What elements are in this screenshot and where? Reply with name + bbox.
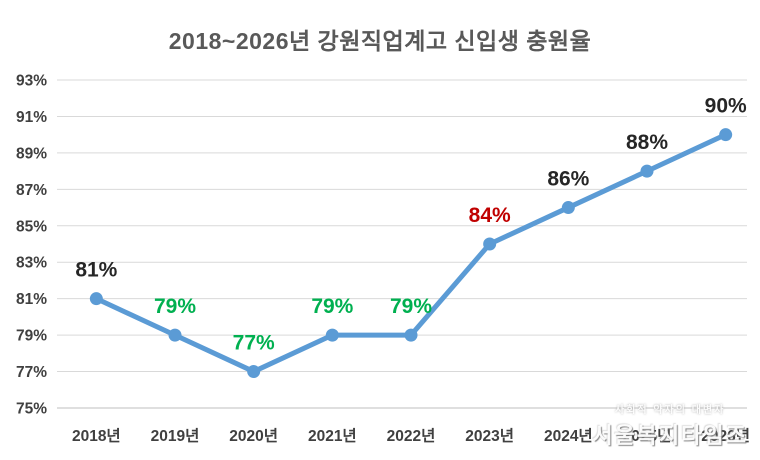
y-axis-tick-label: 79% bbox=[16, 328, 47, 345]
y-axis-tick-label: 89% bbox=[16, 145, 47, 162]
x-axis-tick-label: 2018년 bbox=[72, 426, 121, 445]
data-point-marker bbox=[168, 328, 182, 342]
chart-title: 2018~2026년 강원직업계고 신입생 충원율 bbox=[168, 28, 592, 54]
x-axis-tick-label: 2021년 bbox=[308, 426, 357, 445]
y-axis-tick-label: 87% bbox=[16, 182, 47, 199]
x-axis-tick-label: 2020년 bbox=[229, 426, 278, 445]
data-point-label: 79% bbox=[311, 295, 353, 318]
y-axis-tick-label: 93% bbox=[16, 73, 47, 90]
data-point-label: 88% bbox=[626, 131, 668, 154]
data-point-marker bbox=[247, 365, 261, 379]
x-axis-tick-label: 2025년 bbox=[623, 426, 672, 445]
y-axis-tick-label: 81% bbox=[16, 291, 47, 308]
y-axis-tick-label: 91% bbox=[16, 109, 47, 126]
y-axis-tick-label: 77% bbox=[16, 364, 47, 381]
data-point-marker bbox=[89, 292, 103, 306]
data-point-label: 81% bbox=[75, 259, 117, 282]
data-point-marker bbox=[561, 201, 575, 215]
x-axis-tick-label: 2022년 bbox=[387, 426, 436, 445]
data-point-label: 84% bbox=[469, 204, 511, 227]
data-point-marker bbox=[719, 128, 733, 142]
data-point-marker bbox=[640, 164, 654, 178]
y-axis-tick-label: 85% bbox=[16, 218, 47, 235]
data-point-label: 79% bbox=[154, 295, 196, 318]
x-axis-tick-label: 2026년 bbox=[701, 426, 750, 445]
x-axis-tick-label: 2024년 bbox=[544, 426, 593, 445]
y-axis-tick-label: 75% bbox=[16, 401, 47, 418]
data-point-label: 77% bbox=[233, 332, 275, 355]
data-point-marker bbox=[325, 328, 339, 342]
x-axis-tick-label: 2023년 bbox=[465, 426, 514, 445]
y-axis-tick-label: 83% bbox=[16, 255, 47, 272]
data-point-label: 79% bbox=[390, 295, 432, 318]
data-point-marker bbox=[404, 328, 418, 342]
data-point-label: 90% bbox=[705, 95, 747, 118]
data-point-label: 86% bbox=[547, 168, 589, 191]
x-axis-tick-label: 2019년 bbox=[151, 426, 200, 445]
data-point-marker bbox=[483, 237, 497, 251]
